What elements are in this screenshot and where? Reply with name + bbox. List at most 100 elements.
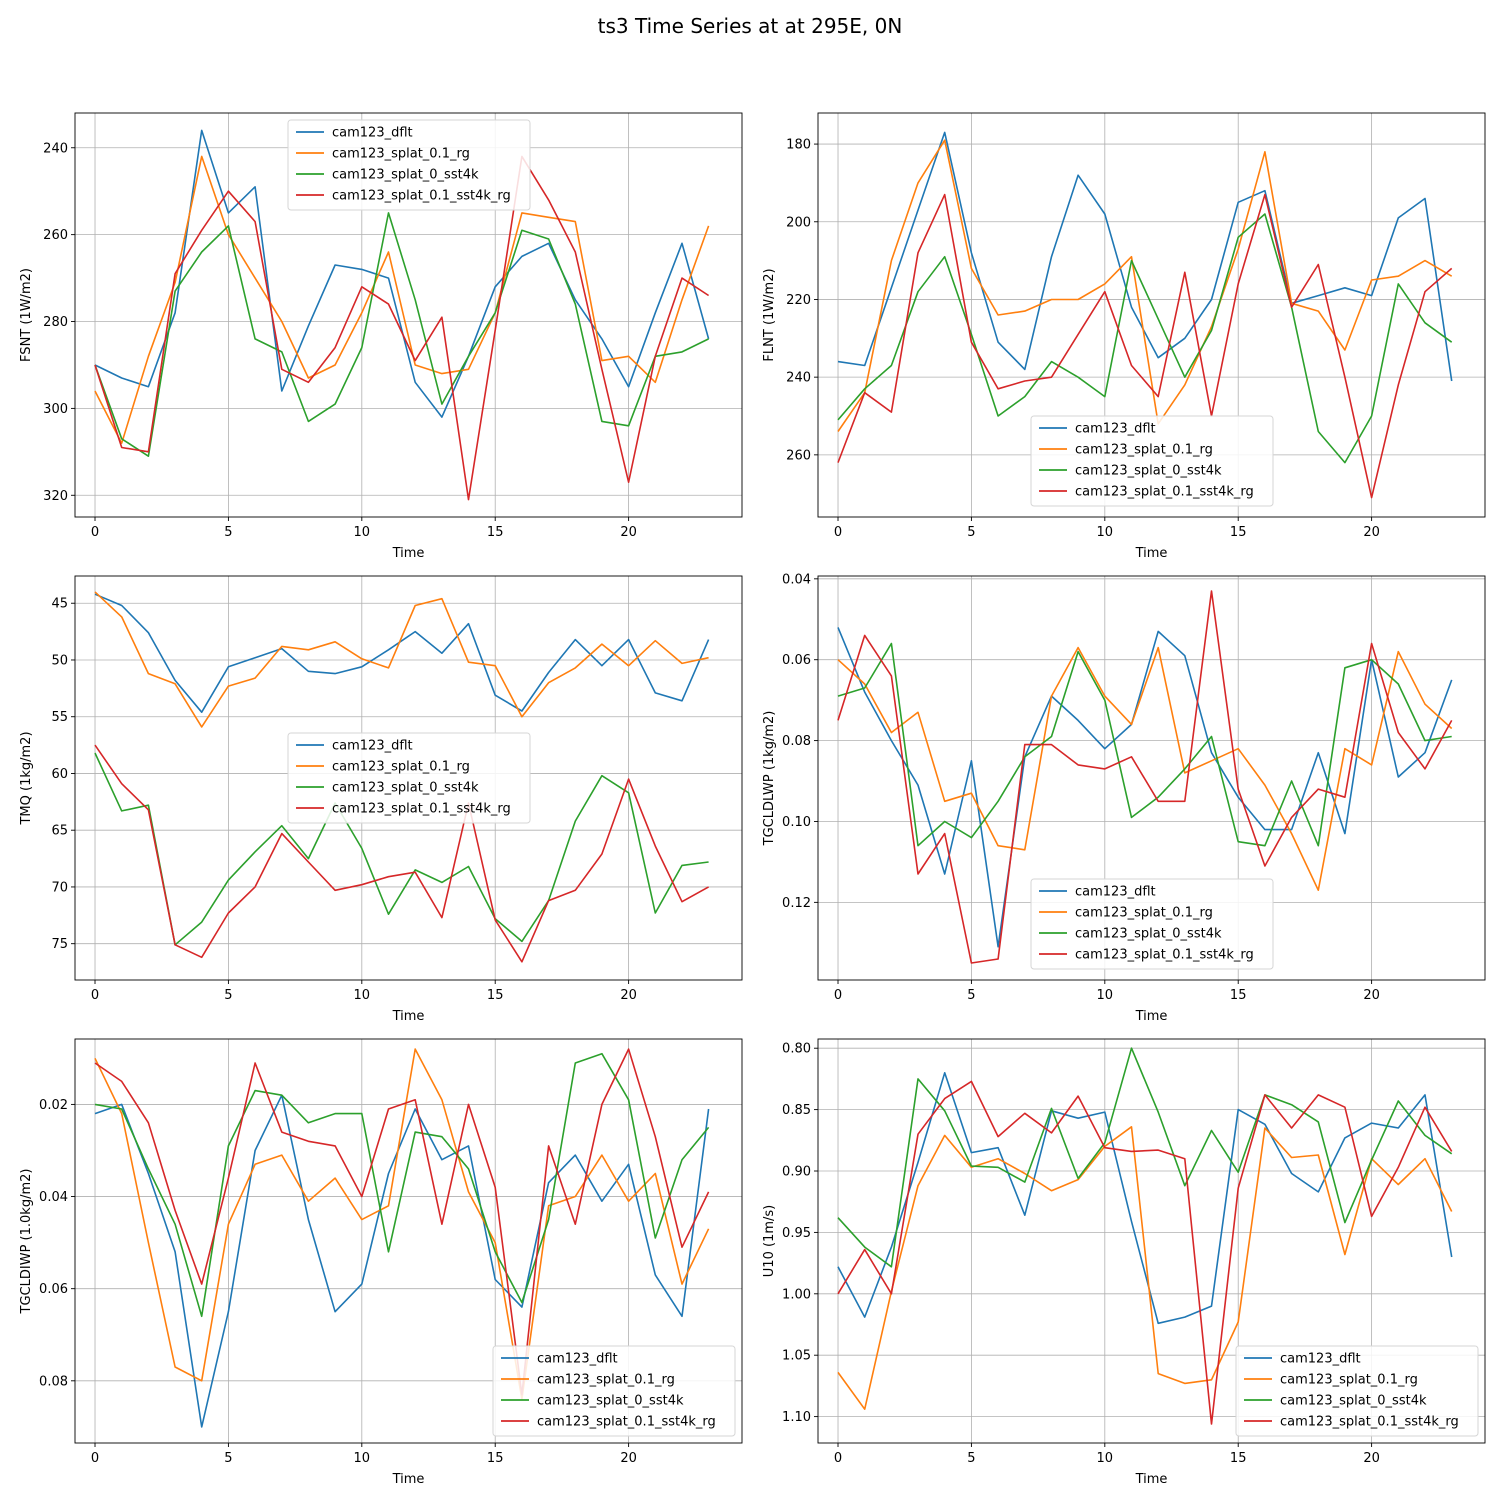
x-tick-label: 10	[1097, 525, 1114, 540]
legend-label: cam123_splat_0.1_sst4k_rg	[1075, 485, 1254, 500]
legend-label: cam123_dflt	[537, 1352, 618, 1367]
series-line-3	[837, 1047, 1453, 1268]
legend-label: cam123_dflt	[332, 126, 413, 141]
x-tick-label: 5	[967, 1451, 975, 1466]
series-line-1	[837, 1072, 1453, 1325]
chart-panel-6: 0 5 10 15 20 0.80 0.85 0.90 0.95 1.00 1.05 1.10 Time…	[762, 1038, 1486, 1487]
series-line-2	[837, 1126, 1453, 1410]
x-tick-label: 0	[834, 525, 842, 540]
series-line-4	[94, 744, 709, 963]
y-tick-label: 0.85	[782, 1103, 811, 1118]
legend-label: cam123_splat_0.1_rg	[1075, 443, 1213, 458]
y-tick-label: 0.90	[782, 1165, 811, 1180]
figure-title: ts3 Time Series at at 295E, 0N	[597, 14, 903, 38]
y-tick-label: 240	[786, 371, 811, 386]
x-tick-label: 0	[834, 988, 842, 1003]
legend-label: cam123_splat_0.1_sst4k_rg	[1075, 948, 1254, 963]
x-tick-label: 10	[1097, 1451, 1114, 1466]
legend-label: cam123_splat_0_sst4k	[332, 168, 479, 183]
legend-label: cam123_splat_0.1_rg	[332, 760, 470, 775]
chart-panel-3: 0 5 10 15 20 45 50 55 60 65 70 75 Time TMQ (1kg/m2) ca…	[19, 575, 743, 1024]
legend-label: cam123_splat_0_sst4k	[1075, 464, 1222, 479]
x-tick-label: 20	[620, 1451, 637, 1466]
chart-panel-2: 0 5 10 15 20 180 200 220 240 260 Time FLNT (1W/m2) c…	[762, 112, 1486, 561]
series-line-3	[837, 642, 1452, 847]
legend-label: cam123_dflt	[1075, 885, 1156, 900]
axes-frame	[74, 112, 743, 518]
series-line-2	[837, 139, 1453, 432]
series-line-2	[94, 155, 710, 445]
series-line-3	[94, 1052, 710, 1318]
y-tick-label: 55	[51, 710, 68, 725]
x-axis-label: Time	[392, 1472, 425, 1487]
x-tick-label: 5	[967, 988, 975, 1003]
x-axis-label: Time	[1135, 1009, 1168, 1024]
x-tick-label: 15	[487, 988, 504, 1003]
legend-label: cam123_splat_0_sst4k	[537, 1394, 684, 1409]
legend-box	[287, 119, 531, 211]
legend-box	[1235, 1345, 1479, 1437]
x-tick-label: 15	[1230, 988, 1247, 1003]
series-line-1	[837, 131, 1453, 382]
legend-box	[1030, 415, 1274, 507]
legend-label: cam123_splat_0_sst4k	[1280, 1394, 1427, 1409]
y-tick-label: 0.02	[39, 1098, 68, 1113]
x-tick-label: 10	[354, 525, 371, 540]
x-axis-label: Time	[1135, 546, 1168, 561]
y-tick-label: 0.08	[39, 1374, 68, 1389]
series-line-2	[94, 591, 709, 728]
series-line-1	[837, 627, 1453, 948]
x-tick-label: 15	[487, 1451, 504, 1466]
x-tick-label: 20	[620, 525, 637, 540]
series-line-1	[94, 1094, 710, 1428]
legend-label: cam123_splat_0.1_rg	[1075, 906, 1213, 921]
series-line-4	[94, 155, 710, 501]
x-axis-label: Time	[392, 546, 425, 561]
legend-label: cam123_splat_0_sst4k	[1075, 927, 1222, 942]
x-tick-label: 10	[354, 1451, 371, 1466]
chart-panel-1: 0 5 10 15 20 240 260 280 300 320 Time FSNT (1W/m2) c…	[19, 112, 743, 561]
chart-panel-5: 0 5 10 15 20 0.02 0.04 0.06 0.08 Time TGCLDIWP (1.…	[19, 1038, 743, 1487]
y-tick-label: 300	[43, 402, 68, 417]
legend-label: cam123_dflt	[1280, 1352, 1361, 1367]
legend: cam123_dflt cam123_splat_0.1_rg cam123_spl…	[1030, 415, 1274, 507]
x-tick-label: 10	[1097, 988, 1114, 1003]
series-line-4	[837, 590, 1453, 964]
series-line-4	[94, 1048, 710, 1396]
y-tick-label: 0.06	[39, 1282, 68, 1297]
legend-label: cam123_splat_0.1_rg	[332, 147, 470, 162]
y-tick-label: 1.10	[782, 1410, 811, 1425]
legend-label: cam123_splat_0.1_sst4k_rg	[332, 189, 511, 204]
legend-label: cam123_splat_0.1_rg	[1280, 1373, 1418, 1388]
x-axis-label: Time	[392, 1009, 425, 1024]
y-tick-label: 240	[43, 141, 68, 156]
series-line-2	[94, 1048, 710, 1400]
legend: cam123_dflt cam123_splat_0.1_rg cam123_spl…	[1235, 1345, 1479, 1437]
y-tick-label: 1.05	[782, 1349, 811, 1364]
x-tick-label: 5	[967, 525, 975, 540]
series-line-4	[837, 193, 1453, 499]
y-tick-label: 50	[51, 653, 68, 668]
x-tick-label: 0	[91, 1451, 99, 1466]
legend-label: cam123_dflt	[1075, 422, 1156, 437]
x-tick-label: 15	[1230, 1451, 1247, 1466]
legend-label: cam123_splat_0.1_sst4k_rg	[537, 1415, 716, 1430]
y-tick-label: 65	[51, 824, 68, 839]
legend-box	[492, 1345, 736, 1437]
y-axis-label: FSNT (1W/m2)	[19, 268, 34, 362]
x-tick-label: 20	[1363, 525, 1380, 540]
y-tick-label: 0.95	[782, 1226, 811, 1241]
x-tick-label: 0	[91, 988, 99, 1003]
y-tick-label: 0.10	[782, 815, 811, 830]
x-tick-label: 0	[834, 1451, 842, 1466]
legend-box	[287, 732, 531, 824]
y-tick-label: 1.00	[782, 1287, 811, 1302]
axes-frame	[74, 1038, 743, 1444]
axes-frame	[817, 575, 1486, 981]
y-tick-label: 0.08	[782, 734, 811, 749]
legend: cam123_dflt cam123_splat_0.1_rg cam123_spl…	[287, 732, 531, 824]
series-line-1	[94, 593, 710, 714]
x-tick-label: 20	[1363, 1451, 1380, 1466]
legend-box	[1030, 878, 1274, 970]
y-tick-label: 200	[786, 215, 811, 230]
